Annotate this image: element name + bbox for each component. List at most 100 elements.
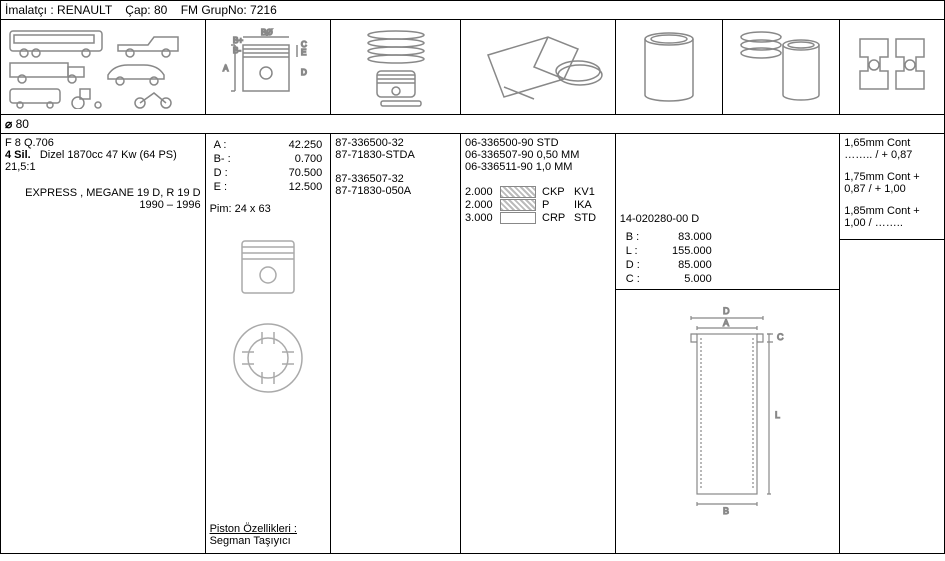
partno-line: 87-71830-STDA: [335, 149, 456, 161]
liner-partno: 14-020280-00 D: [620, 213, 836, 225]
dim-val: 0.700: [244, 153, 325, 165]
liner-col: 14-020280-00 D B :83.000 L :155.000 D :8…: [616, 134, 841, 553]
gasket-l2: …….. / + 0,87: [844, 149, 940, 161]
dim-val: 12.500: [244, 181, 325, 193]
models-line: EXPRESS , MEGANE 19 D, R 19 D: [5, 187, 201, 199]
diameter-symbol: ⌀: [5, 117, 12, 131]
segment-type2: IKA: [574, 199, 592, 211]
liner-rings-icon-cell: [723, 20, 840, 114]
manufacturer-value: RENAULT: [57, 3, 112, 17]
piston-dimensions-icon: A BØ B+B- CE D: [213, 25, 323, 109]
dim-val: 42.250: [244, 139, 325, 151]
dim-val: 83.000: [646, 231, 716, 243]
gasket-row: 1,65mm Cont …….. / + 0,87: [844, 137, 940, 161]
diameter-label: Çap:: [125, 3, 150, 17]
diameter-row: ⌀ 80: [0, 114, 945, 134]
cylinder-line: 4 Sil. Dizel 1870cc 47 Kw (64 PS) 21,5:1: [5, 149, 201, 173]
segment-row: 3.000 CRPSTD: [465, 212, 611, 224]
manufacturer-label: İmalatçı :: [5, 3, 54, 17]
dim-key: E :: [212, 181, 242, 193]
gasket-l1: 1,85mm Cont +: [844, 205, 940, 217]
vehicles-icon: [8, 25, 198, 109]
segment-profile-icon: [500, 199, 536, 211]
gasket-l1: 1,75mm Cont +: [844, 171, 940, 183]
gasket-col: 1,65mm Cont …….. / + 0,87 1,75mm Cont + …: [840, 134, 944, 553]
category-icon-row: A BØ B+B- CE D: [0, 20, 945, 114]
dim-val: 5.000: [646, 273, 716, 285]
gasket-icon: [848, 25, 936, 109]
liner-with-rings-icon: [731, 25, 831, 109]
ring-set-icon-cell: [461, 20, 616, 114]
cylinder-bold: 4 Sil.: [5, 149, 31, 161]
segment-height: 2.000: [465, 199, 500, 211]
partno-line: [335, 161, 456, 173]
gasket-icon-cell: [840, 20, 944, 114]
piston-props-label: Piston Özellikleri :: [210, 523, 297, 535]
cylinder-rest: Dizel 1870cc 47 Kw (64 PS) 21,5:1: [5, 149, 177, 173]
piston-properties: Piston Özellikleri : Segman Taşıyıcı: [210, 523, 297, 547]
segment-type1: P: [542, 199, 574, 211]
ring-set-box-icon: [468, 25, 608, 109]
liner-dim-table: B :83.000 L :155.000 D :85.000 C :5.000: [620, 229, 718, 287]
dim-key: A :: [212, 139, 242, 151]
segment-row: 2.000 CKPKV1: [465, 186, 611, 198]
segment-height: 2.000: [465, 186, 500, 198]
svg-text:D: D: [723, 306, 730, 316]
segment-height: 3.000: [465, 212, 500, 224]
partno-line: 87-336500-32: [335, 137, 456, 149]
svg-text:C: C: [777, 332, 784, 342]
dim-key: L :: [622, 245, 644, 257]
dim-key: B :: [622, 231, 644, 243]
liner-single-icon-cell: [616, 20, 724, 114]
dim-key: D :: [212, 167, 242, 179]
piston-top-icon: [228, 318, 308, 398]
svg-text:B-: B-: [233, 46, 241, 55]
segment-type2: KV1: [574, 186, 595, 198]
svg-text:L: L: [775, 410, 780, 420]
piston-props-value: Segman Taşıyıcı: [210, 535, 291, 547]
gasket-row: 1,75mm Cont + 0,87 / + 1,00: [844, 171, 940, 195]
diameter-row-value: 80: [16, 117, 29, 131]
dim-val: 85.000: [646, 259, 716, 271]
ring-partno: 06-336507-90 0,50 MM: [465, 149, 611, 161]
pim-value: Pim: 24 x 63: [210, 203, 327, 215]
dim-val: 155.000: [646, 245, 716, 257]
piston-dims-col: A :42.250 B- :0.700 D :70.500 E :12.500 …: [206, 134, 332, 553]
segment-profile-icon: [500, 186, 536, 198]
group-value: 7216: [250, 3, 277, 17]
piston-side-icon: [228, 235, 308, 305]
dim-key: B- :: [212, 153, 242, 165]
ringset-col: 06-336500-90 STD 06-336507-90 0,50 MM 06…: [461, 134, 616, 553]
piston-dim-table: A :42.250 B- :0.700 D :70.500 E :12.500: [210, 137, 327, 195]
segment-type1: CRP: [542, 212, 574, 224]
dim-val: 70.500: [244, 167, 325, 179]
group-label: FM GrupNo:: [181, 3, 247, 17]
engine-code: F 8 Q.706: [5, 137, 201, 149]
svg-text:E: E: [301, 48, 306, 57]
main-data-row: F 8 Q.706 4 Sil. Dizel 1870cc 47 Kw (64 …: [0, 134, 945, 554]
diameter-value: 80: [154, 3, 167, 17]
gasket-l2: 1,00 / ……..: [844, 217, 940, 229]
piston-partno-col: 87-336500-32 87-71830-STDA 87-336507-32 …: [331, 134, 461, 553]
dim-key: C :: [622, 273, 644, 285]
gasket-l2: 0,87 / + 1,00: [844, 183, 940, 195]
svg-text:BØ: BØ: [261, 28, 273, 37]
dim-key: D :: [622, 259, 644, 271]
svg-text:B: B: [723, 506, 729, 516]
segment-profile-icon: [500, 212, 536, 224]
ring-partno: 06-336511-90 1,0 MM: [465, 161, 611, 173]
header-bar: İmalatçı : RENAULT Çap: 80 FM GrupNo: 72…: [0, 0, 945, 20]
gasket-l1: 1,65mm Cont: [844, 137, 940, 149]
piston-dims-icon-cell: A BØ B+B- CE D: [206, 20, 332, 114]
segment-row: 2.000 PIKA: [465, 199, 611, 211]
segment-type2: STD: [574, 212, 596, 224]
segment-type1: CKP: [542, 186, 574, 198]
liner-drawing-icon: D A L C B: [657, 298, 797, 518]
partno-line: 87-71830-050A: [335, 185, 456, 197]
piston-rings-icon-cell: [331, 20, 461, 114]
svg-text:B+: B+: [233, 36, 243, 45]
svg-text:D: D: [301, 68, 307, 77]
engine-info-col: F 8 Q.706 4 Sil. Dizel 1870cc 47 Kw (64 …: [1, 134, 206, 553]
svg-text:A: A: [723, 318, 729, 328]
svg-text:A: A: [223, 64, 229, 73]
